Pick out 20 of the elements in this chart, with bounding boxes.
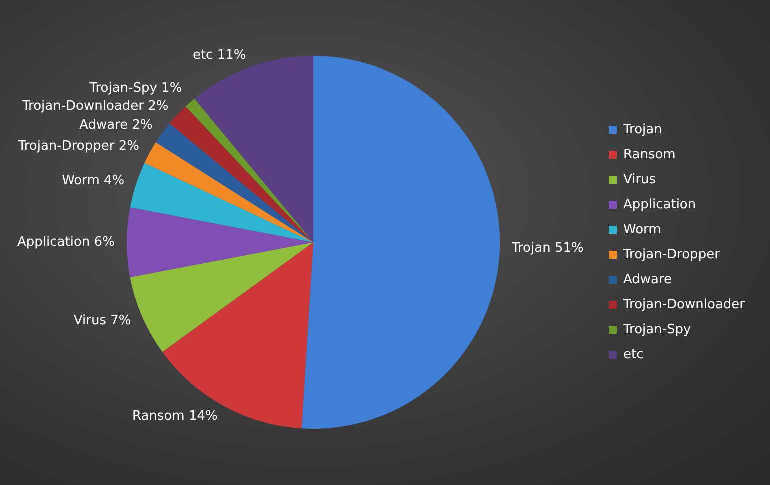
legend-label: Trojan	[622, 122, 662, 138]
legend-label: Trojan-Dropper	[622, 247, 721, 262]
category-label: etc 11%	[192, 48, 246, 64]
category-label: Adware 2%	[80, 118, 153, 134]
legend-label: Virus	[623, 172, 656, 188]
legend-label: Application	[623, 197, 696, 212]
category-label: Worm 4%	[62, 174, 125, 189]
category-label: Ransom 14%	[132, 408, 218, 424]
legend-label: Ransom	[623, 147, 676, 162]
legend-label: Trojan-Downloader	[622, 297, 746, 312]
category-label: Virus 7%	[74, 314, 132, 329]
category-label: Trojan-Downloader 2%	[22, 98, 169, 114]
category-label: Trojan-Spy 1%	[90, 80, 182, 96]
legend-label: Trojan-Spy	[622, 322, 692, 338]
legend-label: etc	[623, 347, 644, 362]
category-label: Application 6%	[18, 234, 115, 250]
legend-label: Adware	[623, 272, 672, 288]
legend-label: Worm	[623, 222, 662, 238]
category-label: Trojan-Dropper 2%	[18, 139, 140, 154]
category-label: Trojan 51%	[512, 241, 584, 256]
